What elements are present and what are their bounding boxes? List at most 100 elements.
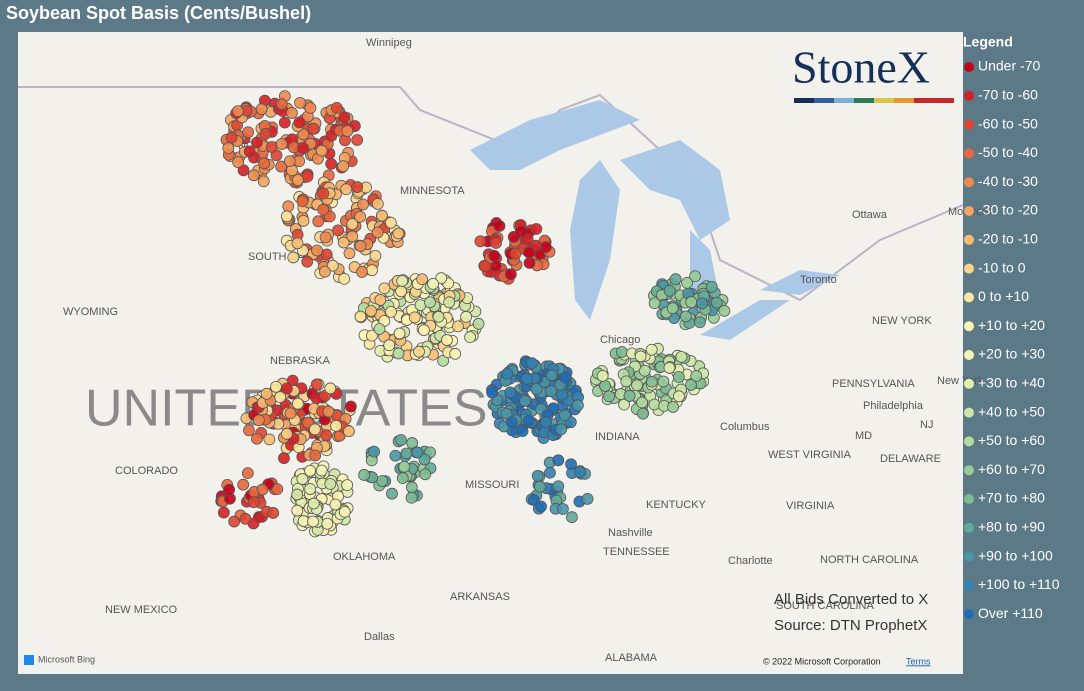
legend-swatch [964,62,974,72]
bid-point [267,507,280,519]
bid-point [393,327,406,340]
title: Soybean Spot Basis (Cents/Bushel) [6,3,311,23]
bid-point [648,398,661,411]
bid-point [301,255,314,268]
terms-link[interactable]: Terms [906,656,931,666]
bid-point [315,464,328,477]
bid-point [371,198,384,210]
place-label: New York [937,375,984,387]
bid-point [376,475,389,487]
map: WinnipegNORTH DAKOTAMINNESOTASOUTH DAKOT… [18,32,991,674]
bid-point [657,375,670,388]
bid-point [530,383,543,395]
legend-label: +40 to +50 [978,403,1045,419]
bid-point [280,210,293,223]
legend-swatch [964,407,974,418]
bid-point [304,102,317,114]
bid-point [539,241,552,254]
bid-point [309,449,322,462]
bid-point [435,272,448,285]
bid-point [679,310,692,323]
bid-point [376,209,388,222]
bid-point [405,481,418,494]
bid-point [694,316,706,329]
bid-point [666,302,679,315]
bid-point [523,246,535,259]
bid-point [443,296,456,309]
bid-point [291,488,304,501]
place-label: WYOMING [63,306,118,318]
bid-point [378,282,391,295]
bid-point [307,122,320,135]
bid-point [251,136,263,149]
legend-swatch [964,494,974,504]
bid-point [354,210,367,223]
bid-point [552,480,565,493]
copyright: © 2022 Microsoft Corporation [763,656,881,666]
bid-point [618,398,630,411]
bid-point [275,160,288,173]
bid-point [351,134,364,146]
legend-swatch [964,378,974,389]
bid-point [556,388,569,401]
bid-point [533,480,546,493]
bid-point [241,467,254,480]
bid-point [634,350,647,363]
bid-point [535,500,547,513]
bid-point [501,367,514,380]
bid-point [294,96,306,109]
bid-point [558,409,571,422]
legend-swatch [964,580,974,591]
bid-point [565,458,577,471]
place-label: WEST VIRGINIA [768,449,852,461]
place-label: Winnipeg [366,37,412,49]
map-background [18,32,963,674]
bid-point [395,434,407,446]
bid-point [291,504,304,517]
bid-point [559,371,572,384]
bid-point [373,323,386,335]
bid-point [228,515,241,528]
bid-point [312,215,325,228]
bid-point [297,128,310,141]
bid-point [389,449,402,462]
bid-point [383,339,396,352]
bid-point [374,294,387,306]
bid-point [385,305,397,318]
bid-point [474,235,487,248]
bid-point [222,142,235,154]
legend-label: -60 to -50 [978,115,1038,131]
bid-point [287,251,300,264]
place-label: NORTH CAROLINA [820,554,919,566]
bid-point [326,259,339,272]
bid-point [648,297,661,310]
bid-point [417,324,430,337]
bid-point [320,429,333,442]
bid-point [685,296,698,308]
place-label: PENNSYLVANIA [832,378,915,390]
bid-point [354,240,367,252]
bid-point [346,218,359,231]
bid-point [486,386,499,399]
bid-point [416,273,429,286]
bid-point [285,107,298,119]
bid-point [310,378,323,391]
bid-point [342,425,355,438]
bid-point [354,310,367,323]
bid-point [419,468,432,481]
place-label: ARKANSAS [450,591,510,603]
bid-point [275,138,288,150]
legend-label: -50 to -40 [978,144,1038,160]
bid-point [392,347,405,360]
bid-point [318,265,331,278]
legend-swatch [964,90,974,101]
legend-swatch [964,148,974,159]
bid-point [282,200,295,213]
bid-point [395,285,407,298]
place-label: OKLAHOMA [333,551,396,563]
bid-point [504,268,517,281]
bid-point [479,260,492,273]
bid-point [408,311,421,324]
legend-label: -20 to -10 [978,231,1038,247]
bid-point [232,156,245,169]
